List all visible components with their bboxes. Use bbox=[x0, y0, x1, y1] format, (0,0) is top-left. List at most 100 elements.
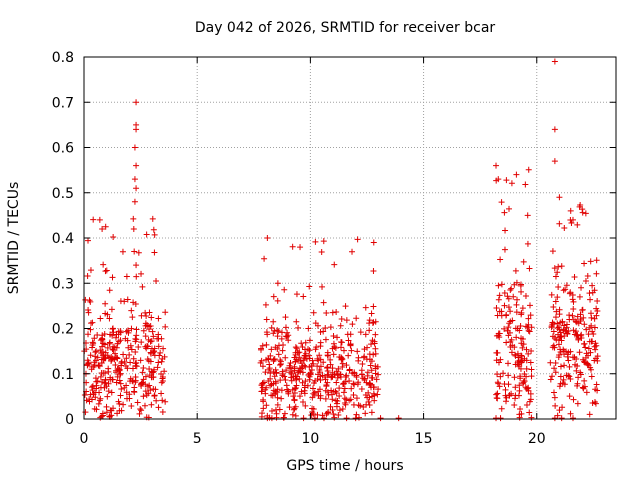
data-point bbox=[556, 326, 563, 333]
data-point bbox=[509, 342, 516, 349]
data-point bbox=[495, 359, 502, 366]
data-point bbox=[558, 415, 565, 422]
data-point bbox=[126, 351, 133, 358]
data-point bbox=[505, 295, 512, 302]
data-point bbox=[364, 344, 371, 351]
data-point bbox=[317, 343, 324, 350]
y-tick-label: 0.8 bbox=[52, 50, 74, 66]
data-point bbox=[322, 336, 329, 343]
data-point bbox=[159, 409, 166, 416]
data-point bbox=[147, 387, 154, 394]
data-point bbox=[495, 282, 502, 289]
data-point bbox=[550, 304, 557, 311]
data-point bbox=[579, 206, 586, 213]
data-point bbox=[501, 209, 508, 216]
data-point bbox=[112, 350, 119, 357]
data-point bbox=[137, 406, 144, 413]
data-point bbox=[260, 405, 267, 412]
data-point bbox=[324, 409, 331, 416]
data-point bbox=[512, 384, 519, 391]
data-point bbox=[569, 291, 576, 298]
data-point bbox=[121, 384, 128, 391]
data-point bbox=[298, 360, 305, 367]
data-point bbox=[159, 373, 166, 380]
data-point bbox=[516, 382, 523, 389]
data-point bbox=[552, 359, 559, 366]
data-point bbox=[146, 365, 153, 372]
data-point bbox=[501, 325, 508, 332]
data-point bbox=[514, 296, 521, 303]
data-point bbox=[523, 365, 530, 372]
data-point bbox=[349, 321, 356, 328]
data-point bbox=[148, 314, 155, 321]
data-point bbox=[366, 380, 373, 387]
data-point bbox=[147, 338, 154, 345]
data-point bbox=[333, 379, 340, 386]
data-point bbox=[292, 384, 299, 391]
data-point bbox=[274, 327, 281, 334]
data-point bbox=[327, 361, 334, 368]
data-point bbox=[274, 386, 281, 393]
data-point bbox=[117, 392, 124, 399]
data-point bbox=[107, 407, 114, 414]
data-point bbox=[337, 371, 344, 378]
y-tick-label: 0.3 bbox=[52, 276, 74, 292]
data-point bbox=[127, 342, 134, 349]
data-point bbox=[263, 402, 270, 409]
data-point bbox=[275, 342, 282, 349]
data-point bbox=[159, 397, 166, 404]
data-point bbox=[525, 350, 532, 357]
data-point bbox=[495, 296, 502, 303]
data-point bbox=[583, 350, 590, 357]
data-point bbox=[282, 377, 289, 384]
data-point bbox=[583, 326, 590, 333]
data-point bbox=[395, 415, 402, 422]
data-point bbox=[85, 309, 92, 316]
data-point bbox=[329, 309, 336, 316]
data-point bbox=[526, 409, 533, 416]
data-point bbox=[525, 387, 532, 394]
data-point bbox=[330, 333, 337, 340]
data-point bbox=[116, 400, 123, 407]
data-point bbox=[146, 382, 153, 389]
data-point bbox=[128, 325, 135, 332]
data-point bbox=[312, 346, 319, 353]
data-point bbox=[129, 377, 136, 384]
data-point bbox=[512, 267, 519, 274]
data-point bbox=[519, 305, 526, 312]
data-point bbox=[133, 99, 140, 106]
data-point bbox=[556, 407, 563, 414]
data-point bbox=[355, 357, 362, 364]
data-point bbox=[269, 407, 275, 414]
data-point bbox=[513, 171, 520, 178]
data-point bbox=[547, 376, 554, 383]
data-point bbox=[278, 335, 285, 342]
data-point bbox=[588, 373, 595, 380]
data-point bbox=[552, 402, 559, 409]
data-point bbox=[265, 356, 272, 363]
data-point bbox=[348, 385, 355, 392]
data-point bbox=[524, 212, 531, 219]
data-point bbox=[497, 256, 504, 263]
data-point bbox=[501, 302, 508, 309]
data-point bbox=[354, 348, 361, 355]
data-point bbox=[273, 369, 280, 376]
data-point bbox=[324, 389, 331, 396]
axis-ticks bbox=[83, 56, 616, 420]
data-point bbox=[110, 329, 117, 336]
data-point bbox=[319, 372, 326, 379]
data-point bbox=[89, 387, 96, 394]
data-point bbox=[287, 365, 294, 372]
data-point bbox=[523, 323, 530, 330]
data-point bbox=[118, 360, 125, 367]
data-point bbox=[325, 371, 332, 378]
data-point bbox=[524, 240, 531, 247]
data-point bbox=[556, 306, 563, 313]
data-point bbox=[110, 346, 117, 353]
data-point bbox=[518, 288, 525, 295]
data-point bbox=[370, 390, 377, 397]
data-point bbox=[280, 414, 287, 421]
data-point bbox=[324, 364, 331, 371]
data-point bbox=[522, 292, 529, 299]
data-point bbox=[132, 362, 139, 369]
